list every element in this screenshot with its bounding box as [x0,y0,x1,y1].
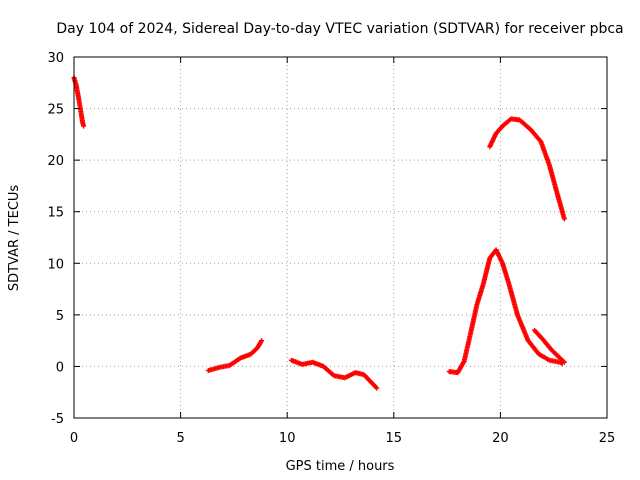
data-point [561,359,567,365]
plot-frame [73,56,608,419]
axis-ticks: 0 5 10 15 20 25 -5 0 5 10 15 20 25 30 [47,51,615,446]
x-tick-label: 0 [70,431,78,446]
x-tick-label: 25 [599,431,616,446]
data-point [259,338,265,344]
y-tick-label: 5 [56,309,64,324]
data-point [561,216,567,222]
data-point [81,123,87,129]
x-axis-label: GPS time / hours [286,459,395,474]
series-arc-5 [532,327,567,365]
y-tick-label: 30 [47,51,64,66]
y-tick-label: 0 [56,360,64,375]
y-axis-label: SDTVAR / TECUs [7,185,22,292]
data-point [374,385,380,391]
y-tick-label: 25 [47,103,64,118]
data-points [71,75,567,391]
grid-lines [74,57,607,418]
y-tick-label: 15 [47,206,64,221]
x-tick-label: 5 [176,431,184,446]
series-arc-4 [446,247,565,376]
x-tick-label: 20 [492,431,509,446]
x-tick-label: 10 [279,431,296,446]
x-tick-label: 15 [386,431,403,446]
y-tick-label: 10 [47,257,64,272]
series-arc-3 [288,357,380,391]
chart-title: Day 104 of 2024, Sidereal Day-to-day VTE… [56,21,623,37]
y-tick-label: -5 [51,412,64,427]
series-arc-6 [487,116,567,222]
series-arc-2 [205,338,265,374]
y-tick-label: 20 [47,154,64,169]
